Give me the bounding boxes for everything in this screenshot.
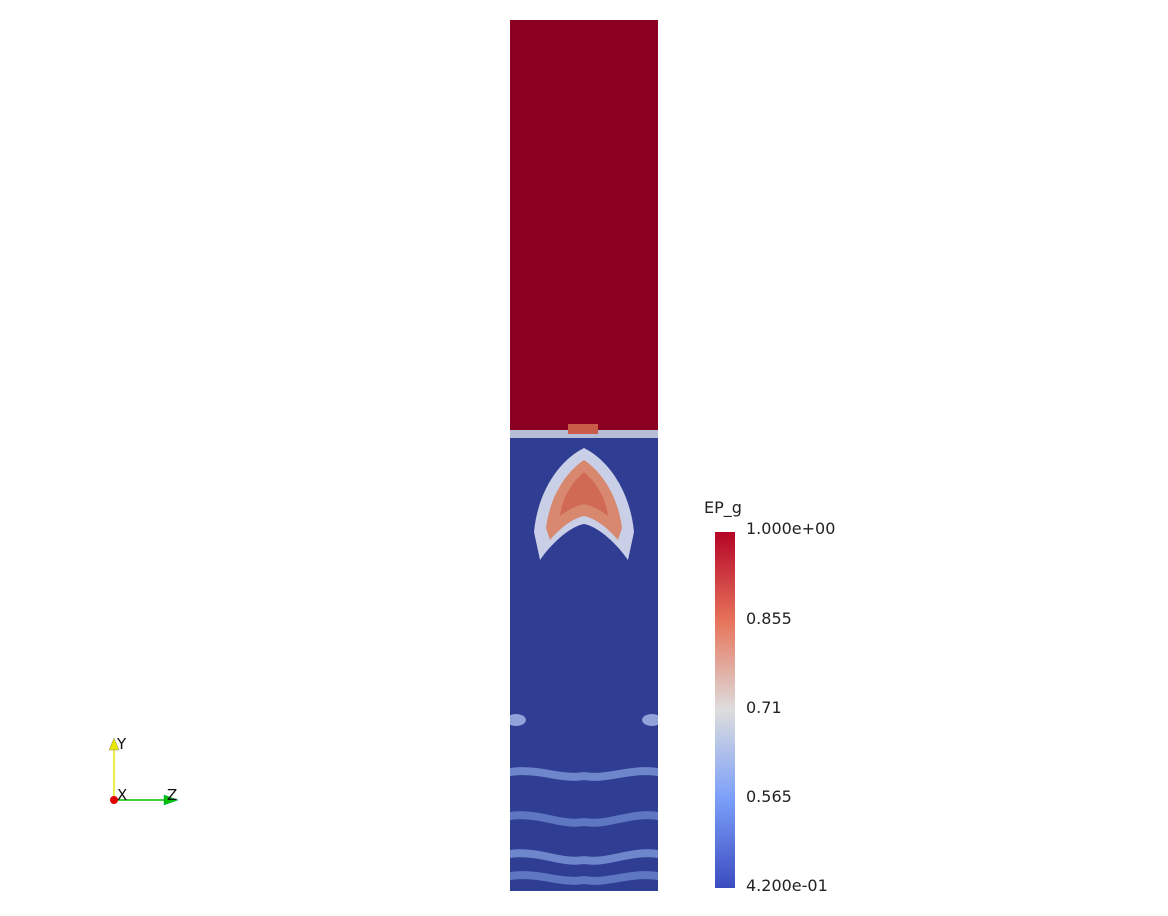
upper-region [510,20,658,432]
streak-row-4 [510,871,658,885]
z-axis-label: Z [167,786,178,804]
streak-row-1 [510,767,658,781]
interface-spot [568,424,598,434]
colorbar [715,532,735,888]
colorbar-label-q1: 0.565 [746,787,792,806]
y-axis-label: Y [117,735,127,753]
colorbar-title: EP_g [704,498,742,517]
streak-left [510,714,526,726]
colorbar-label-min: 4.200e-01 [746,876,828,895]
x-axis-label: X [117,786,128,804]
colorbar-label-q3: 0.855 [746,609,792,628]
x-axis-dot [110,796,118,804]
streak-row-2 [510,811,658,827]
z-axis-arrow [163,794,179,806]
streak-right [642,714,658,726]
streak-row-3 [510,849,658,865]
bubble-core [560,472,608,516]
orientation-axes [108,737,179,806]
colorbar-label-max: 1.000e+00 [746,519,836,538]
simulation-field [510,20,658,891]
y-axis-arrow [108,737,120,751]
colorbar-label-mid: 0.71 [746,698,782,717]
